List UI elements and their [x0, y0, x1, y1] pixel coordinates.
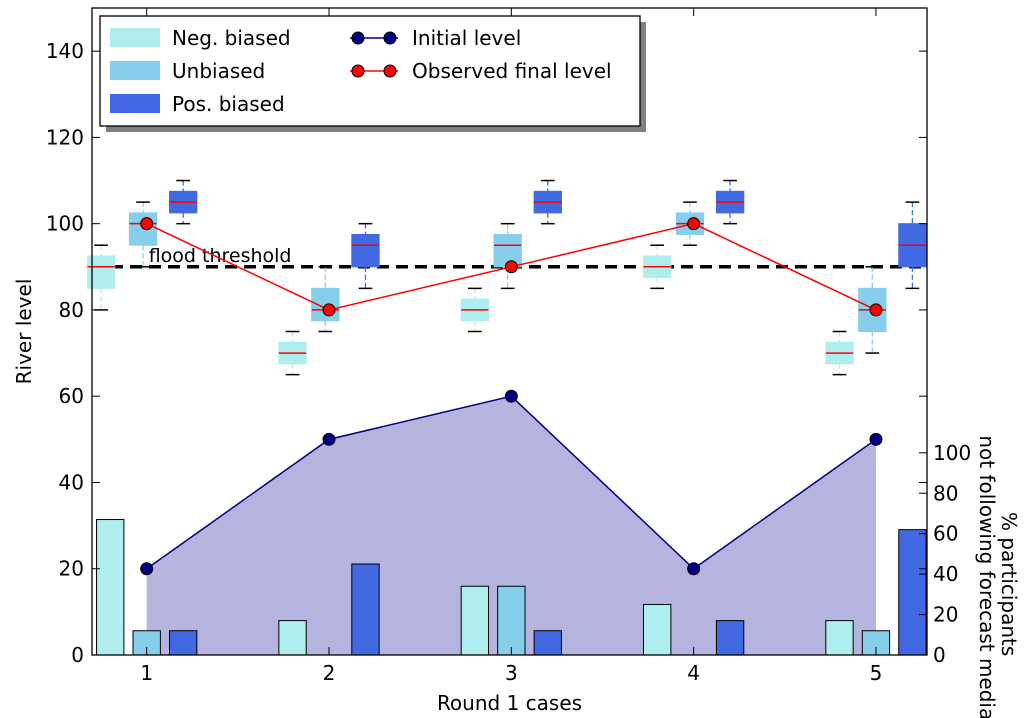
bar-pos-2 — [168, 630, 198, 656]
bar-neg-0 — [96, 519, 125, 656]
flood-threshold-layer: flood threshold — [92, 245, 927, 269]
boxplot-pos-14 — [898, 201, 927, 290]
x-tick-label-3: 3 — [505, 661, 518, 685]
legend-observed-final-level-marker — [350, 64, 398, 78]
boxplot-pos-11 — [715, 179, 745, 225]
legend-neg-biased-swatch — [110, 28, 160, 47]
bar-pos-14 — [898, 529, 927, 656]
initial-level-marker-1 — [140, 562, 154, 576]
y2-tick-label-40: 40 — [933, 562, 958, 586]
right-y-axis-label: % participantsnot following forecast med… — [975, 435, 1021, 718]
bar-neg-12 — [825, 620, 854, 656]
legend-neg-biased-label: Neg. biased — [172, 26, 291, 50]
legend-marker-right — [383, 64, 397, 78]
bar-neg-9 — [643, 603, 672, 656]
boxplot-pos-5 — [351, 222, 380, 290]
initial-level-marker-4 — [687, 562, 701, 576]
observed-final-level-marker-4 — [687, 217, 701, 231]
boxplot-unb-4 — [311, 266, 340, 333]
y2-tick-label-0: 0 — [933, 643, 946, 667]
initial-level-marker-2 — [322, 432, 336, 446]
axes-layer: 0 20 40 60 80 100 120 140 0 20 40 60 80 100 1 2 3 4 5 — [46, 8, 971, 685]
x-tick-label-2: 2 — [323, 661, 336, 685]
boxplot-pos-8 — [533, 179, 562, 225]
boxplot-unb-7 — [493, 222, 522, 290]
y2-tick-label-100: 100 — [933, 441, 971, 465]
observed-final-level-marker-5 — [869, 303, 883, 317]
right-y-axis-label-line-1: % participants — [997, 512, 1021, 656]
observed-final-level-marker-1 — [140, 217, 154, 231]
initial-level-area — [146, 396, 876, 655]
boxplot-neg-12 — [825, 330, 854, 376]
x-axis-label: Round 1 cases — [437, 691, 582, 715]
legend-unbiased-swatch — [110, 61, 160, 80]
y-tick-label-120: 120 — [46, 125, 84, 149]
y-tick-label-0: 0 — [71, 643, 84, 667]
initial-level-marker-5 — [869, 432, 883, 446]
boxplot-pos-2 — [168, 179, 198, 225]
legend-marker-right — [383, 31, 397, 45]
legend-initial-level-marker — [350, 31, 398, 45]
y-tick-label-100: 100 — [46, 212, 84, 236]
y-tick-label-20: 20 — [59, 557, 84, 581]
boxplot-neg-9 — [643, 244, 672, 290]
boxplot-box — [128, 212, 158, 246]
y-axis-label: River level — [12, 279, 36, 385]
boxplot-neg-3 — [278, 330, 307, 376]
y-tick-label-60: 60 — [59, 384, 84, 408]
bar-neg-3 — [278, 620, 307, 656]
boxplot-box — [311, 287, 340, 322]
plot-frame — [91, 7, 928, 656]
legend-initial-level-label: Initial level — [412, 26, 521, 50]
legend-pos-biased-label: Pos. biased — [172, 92, 285, 116]
level-lines-layer — [140, 217, 883, 576]
legend: Neg. biased Unbiased Pos. biased Initial… — [99, 15, 646, 132]
y-tick-label-80: 80 — [59, 298, 84, 322]
bar-neg-6 — [460, 585, 490, 656]
x-tick-label-1: 1 — [140, 661, 153, 685]
legend-pos-biased-swatch — [110, 94, 160, 113]
y2-tick-label-60: 60 — [933, 522, 958, 546]
boxplots-layer — [86, 179, 927, 376]
right-y-axis-label-line-2: not following forecast median — [975, 435, 999, 718]
bar-pos-11 — [715, 620, 745, 656]
observed-final-level-marker-3 — [504, 260, 518, 274]
initial-level-marker-3 — [504, 389, 518, 403]
x-tick-label-5: 5 — [870, 661, 883, 685]
legend-marker-left — [351, 64, 365, 78]
y2-tick-label-80: 80 — [933, 481, 958, 505]
observed-final-level-marker-2 — [322, 303, 336, 317]
boxplot-box — [351, 233, 380, 268]
bar-pos-8 — [533, 630, 562, 656]
y-tick-label-140: 140 — [46, 39, 84, 63]
legend-marker-left — [351, 31, 365, 45]
bar-pos-5 — [351, 563, 380, 656]
y-tick-label-40: 40 — [59, 470, 84, 494]
y2-tick-label-20: 20 — [933, 603, 958, 627]
boxplot-neg-6 — [460, 287, 490, 333]
boxplot-box — [493, 233, 522, 268]
initial-level-area-layer — [146, 396, 876, 655]
legend-observed-final-level-label: Observed final level — [412, 59, 612, 83]
flood-threshold-label: flood threshold — [149, 245, 292, 267]
x-tick-label-4: 4 — [687, 661, 700, 685]
boxplot-unb-1 — [128, 201, 158, 268]
bar-unb-7 — [497, 585, 526, 656]
legend-unbiased-label: Unbiased — [172, 59, 265, 83]
